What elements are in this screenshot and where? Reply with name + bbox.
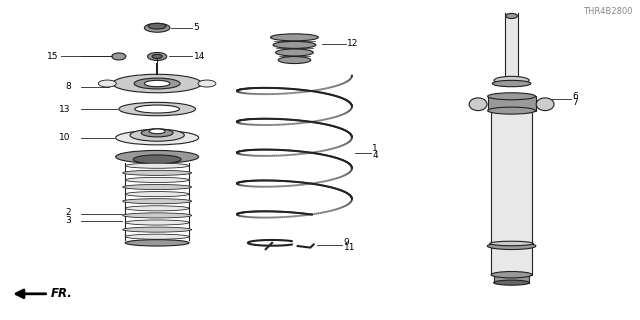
Ellipse shape <box>271 34 319 41</box>
Ellipse shape <box>273 41 316 48</box>
Ellipse shape <box>506 13 517 19</box>
Ellipse shape <box>116 131 198 145</box>
Ellipse shape <box>123 227 191 232</box>
Ellipse shape <box>125 220 189 225</box>
Ellipse shape <box>125 177 189 182</box>
Text: 8: 8 <box>65 82 71 91</box>
Ellipse shape <box>487 243 536 250</box>
Ellipse shape <box>116 150 198 163</box>
Text: 3: 3 <box>65 216 71 225</box>
Text: THR4B2800: THR4B2800 <box>584 7 633 16</box>
Ellipse shape <box>123 199 191 204</box>
Text: 10: 10 <box>60 133 71 142</box>
Text: 2: 2 <box>65 208 71 217</box>
Ellipse shape <box>130 129 184 141</box>
Ellipse shape <box>152 54 163 59</box>
Ellipse shape <box>488 107 536 114</box>
Ellipse shape <box>491 271 532 278</box>
Text: 12: 12 <box>347 39 358 48</box>
Ellipse shape <box>123 170 191 175</box>
Text: 14: 14 <box>193 52 205 61</box>
Ellipse shape <box>133 155 181 164</box>
Bar <box>491 112 532 275</box>
Text: 9: 9 <box>344 238 349 247</box>
Ellipse shape <box>536 98 554 111</box>
Ellipse shape <box>135 105 179 113</box>
Ellipse shape <box>145 23 170 32</box>
Text: 5: 5 <box>193 23 199 32</box>
Ellipse shape <box>488 93 536 100</box>
Ellipse shape <box>125 192 189 197</box>
Ellipse shape <box>490 241 533 246</box>
Bar <box>505 13 518 84</box>
Text: 1: 1 <box>372 144 378 153</box>
Text: 11: 11 <box>344 244 355 252</box>
Ellipse shape <box>125 234 189 239</box>
Ellipse shape <box>492 80 531 87</box>
Bar <box>493 275 529 283</box>
Ellipse shape <box>493 280 529 285</box>
Ellipse shape <box>113 74 202 93</box>
Ellipse shape <box>134 78 180 89</box>
Ellipse shape <box>123 184 191 189</box>
Ellipse shape <box>123 213 191 218</box>
Ellipse shape <box>141 129 173 137</box>
Text: 13: 13 <box>60 105 71 114</box>
Text: 15: 15 <box>47 52 58 61</box>
Ellipse shape <box>125 163 189 168</box>
Ellipse shape <box>276 49 314 56</box>
Text: 7: 7 <box>572 98 578 107</box>
Text: 4: 4 <box>372 151 378 160</box>
Ellipse shape <box>148 52 167 60</box>
Ellipse shape <box>125 240 189 246</box>
Text: FR.: FR. <box>51 287 72 300</box>
Ellipse shape <box>494 76 529 84</box>
Ellipse shape <box>198 80 216 87</box>
Ellipse shape <box>149 129 165 134</box>
Ellipse shape <box>469 98 487 111</box>
Ellipse shape <box>125 206 189 211</box>
Text: 6: 6 <box>572 92 578 101</box>
Ellipse shape <box>99 80 116 87</box>
Ellipse shape <box>148 23 166 29</box>
Ellipse shape <box>119 102 195 116</box>
Ellipse shape <box>145 80 170 87</box>
Ellipse shape <box>278 57 311 64</box>
Bar <box>488 96 536 111</box>
Ellipse shape <box>112 53 126 60</box>
